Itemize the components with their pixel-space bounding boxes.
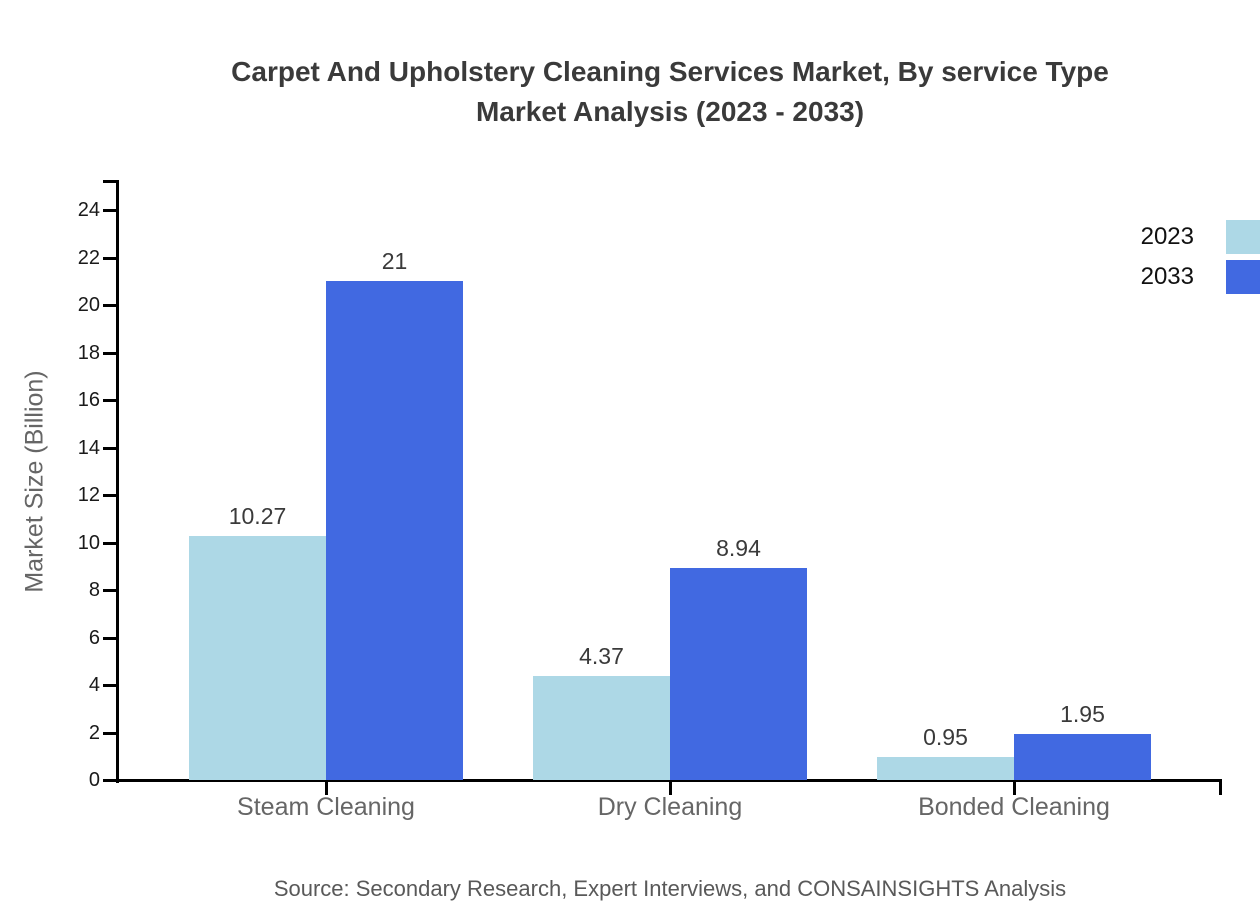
y-tick-label: 22 xyxy=(77,247,100,269)
legend-item-2033: 2033 xyxy=(1141,257,1260,297)
y-tick-label: 14 xyxy=(77,437,100,459)
x-axis-line xyxy=(116,779,1222,782)
y-tick-label: 12 xyxy=(77,484,100,506)
y-tick-label: 18 xyxy=(77,342,100,364)
legend-swatch-2033 xyxy=(1226,260,1260,294)
y-tick-label: 2 xyxy=(88,722,100,744)
y-tick-mark xyxy=(103,589,118,592)
bar-2023-steam-cleaning xyxy=(189,536,326,780)
y-tick-mark xyxy=(103,447,118,450)
bar-value-label-2023-steam-cleaning: 10.27 xyxy=(228,503,287,529)
y-tick-mark xyxy=(103,542,118,545)
bar-value-label-2033-steam-cleaning: 21 xyxy=(381,248,408,274)
y-tick-mark xyxy=(103,494,118,497)
bar-2023-dry-cleaning xyxy=(533,676,670,780)
y-tick-mark xyxy=(103,732,118,735)
bar-value-label-2023-dry-cleaning: 4.37 xyxy=(579,643,624,669)
chart-title: Carpet And Upholstery Cleaning Services … xyxy=(80,52,1260,132)
y-tick-label: 16 xyxy=(77,389,100,411)
y-tick-label: 10 xyxy=(77,532,100,554)
x-category-label-dry-cleaning: Dry Cleaning xyxy=(597,793,743,821)
y-tick-label: 6 xyxy=(88,627,100,649)
bar-value-label-2033-bonded-cleaning: 1.95 xyxy=(1060,701,1105,727)
legend: 2023 2033 xyxy=(1141,217,1260,297)
legend-swatch-2023 xyxy=(1226,220,1260,254)
y-tick-label: 24 xyxy=(77,199,100,221)
y-tick-mark xyxy=(103,684,118,687)
chart-title-line-2: Market Analysis (2023 - 2033) xyxy=(475,96,865,127)
y-tick-mark xyxy=(103,257,118,260)
legend-label-2023: 2023 xyxy=(1140,223,1194,250)
y-tick-label: 20 xyxy=(77,294,100,316)
legend-item-2023: 2023 xyxy=(1141,217,1260,257)
y-tick-mark xyxy=(103,779,118,782)
y-tick-label: 0 xyxy=(88,769,100,791)
bar-2033-steam-cleaning xyxy=(326,281,463,780)
chart-title-line-1: Carpet And Upholstery Cleaning Services … xyxy=(231,56,1109,87)
x-category-label-steam-cleaning: Steam Cleaning xyxy=(237,793,415,821)
y-tick-mark xyxy=(103,209,118,212)
legend-label-2033: 2033 xyxy=(1140,263,1194,290)
x-tick-mark xyxy=(669,782,672,795)
y-tick-mark xyxy=(103,399,118,402)
source-note: Source: Secondary Research, Expert Inter… xyxy=(273,876,1067,901)
y-axis-top-cap xyxy=(103,180,119,183)
bar-2033-bonded-cleaning xyxy=(1014,734,1151,780)
x-axis-right-cap xyxy=(1219,779,1222,795)
x-category-label-bonded-cleaning: Bonded Cleaning xyxy=(918,793,1110,821)
y-tick-mark xyxy=(103,304,118,307)
y-tick-label: 4 xyxy=(88,674,100,696)
y-tick-mark xyxy=(103,352,118,355)
bar-value-label-2023-bonded-cleaning: 0.95 xyxy=(923,724,968,750)
y-tick-label: 8 xyxy=(88,579,100,601)
x-tick-mark xyxy=(325,782,328,795)
bar-2023-bonded-cleaning xyxy=(877,757,1014,780)
y-tick-mark xyxy=(103,637,118,640)
x-tick-mark xyxy=(1013,782,1016,795)
bar-2033-dry-cleaning xyxy=(670,568,807,780)
y-axis-line xyxy=(116,180,119,783)
bar-value-label-2033-dry-cleaning: 8.94 xyxy=(716,535,761,561)
